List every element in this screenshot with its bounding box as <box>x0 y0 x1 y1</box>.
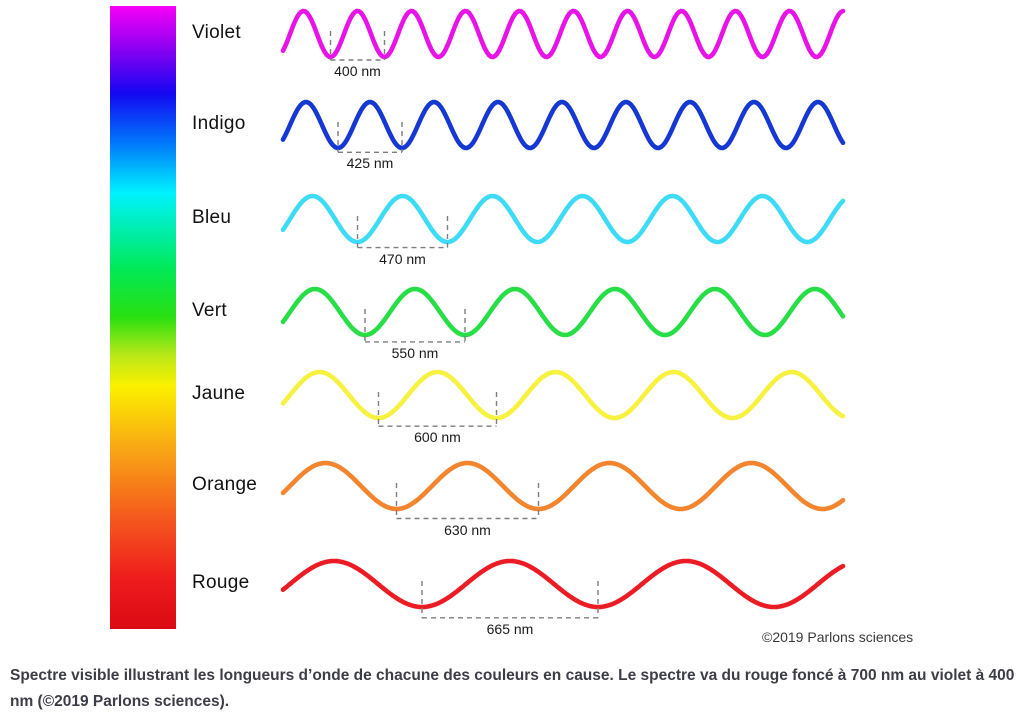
wavelength-waves-canvas <box>280 8 846 619</box>
color-label-vert: Vert <box>192 300 227 321</box>
wave-rouge <box>280 558 846 610</box>
wavelength-label-orange: 630 nm <box>444 521 491 538</box>
color-label-rouge: Rouge <box>192 572 250 593</box>
wavelength-label-vert: 550 nm <box>391 344 439 361</box>
color-label-jaune: Jaune <box>192 383 246 404</box>
wavelength-label-rouge: 665 nm <box>486 620 534 637</box>
spectrum-gradient-bar <box>110 6 176 629</box>
color-label-indigo: Indigo <box>192 113 246 134</box>
wave-jaune <box>280 369 846 421</box>
wavelength-label-bleu: 470 nm <box>379 250 426 267</box>
wavelength-label-violet: 400 nm <box>334 63 381 79</box>
wave-indigo <box>280 99 846 151</box>
wave-orange <box>280 460 846 512</box>
figure-caption: Spectre visible illustrant les longueurs… <box>10 667 1015 710</box>
color-label-violet: Violet <box>192 22 241 43</box>
color-label-bleu: Bleu <box>192 207 232 228</box>
wave-vert <box>280 286 846 338</box>
wavelength-label-indigo: 425 nm <box>346 155 394 172</box>
color-label-orange: Orange <box>192 474 258 495</box>
copyright-text: ©2019 Parlons sciences <box>762 629 914 645</box>
wave-bleu <box>280 193 846 245</box>
wavelength-label-jaune: 600 nm <box>414 429 461 446</box>
wave-violet <box>280 8 846 60</box>
